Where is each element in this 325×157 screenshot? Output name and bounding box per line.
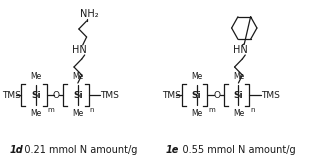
- Text: Me: Me: [233, 72, 244, 81]
- Text: :  0.55 mmol N amount/g: : 0.55 mmol N amount/g: [173, 145, 296, 155]
- Text: Si: Si: [73, 92, 83, 100]
- Text: Me: Me: [30, 72, 42, 81]
- Text: Me: Me: [72, 72, 84, 81]
- Text: Me: Me: [72, 109, 84, 118]
- Text: n: n: [250, 107, 254, 113]
- Text: HN: HN: [72, 45, 87, 55]
- Text: O: O: [214, 90, 221, 100]
- Text: TMS: TMS: [2, 90, 21, 100]
- Text: 1e: 1e: [165, 145, 179, 155]
- Text: Si: Si: [31, 92, 41, 100]
- Text: : 0.21 mmol N amount/g: : 0.21 mmol N amount/g: [18, 145, 137, 155]
- Text: m: m: [208, 107, 215, 113]
- Text: Me: Me: [30, 109, 42, 118]
- Text: NH₂: NH₂: [80, 9, 99, 19]
- Text: Me: Me: [233, 109, 244, 118]
- Text: TMS: TMS: [100, 90, 119, 100]
- Text: Si: Si: [234, 92, 243, 100]
- Text: O: O: [53, 90, 60, 100]
- Text: TMS: TMS: [162, 90, 181, 100]
- Text: 1d: 1d: [10, 145, 23, 155]
- Text: HN: HN: [233, 45, 248, 55]
- Text: TMS: TMS: [261, 90, 280, 100]
- Text: n: n: [89, 107, 94, 113]
- Text: Me: Me: [191, 72, 202, 81]
- Text: m: m: [48, 107, 55, 113]
- Text: Si: Si: [192, 92, 202, 100]
- Text: Me: Me: [191, 109, 202, 118]
